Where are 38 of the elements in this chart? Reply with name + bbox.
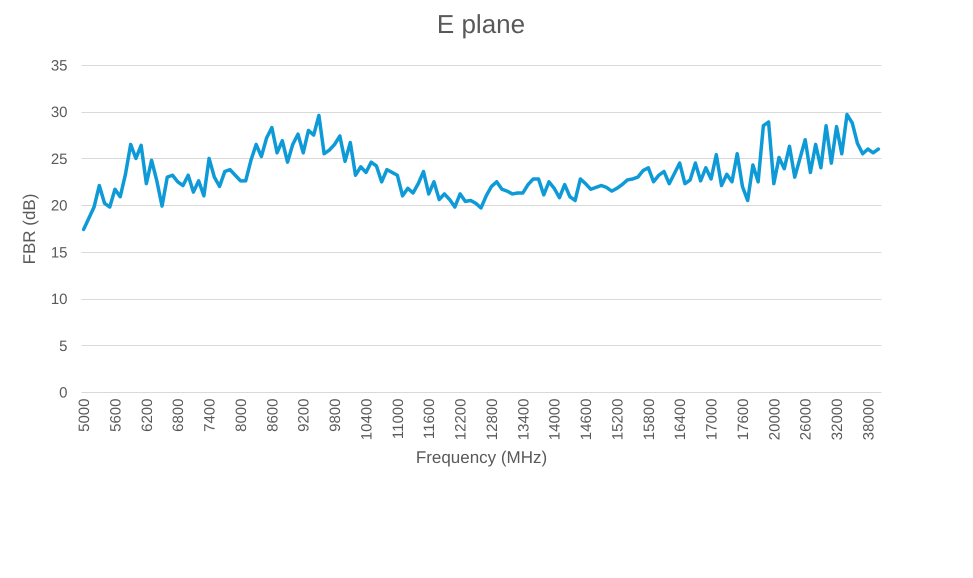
y-tick-label: 20 [50, 198, 68, 215]
x-tick-label: 15200 [609, 398, 626, 440]
y-tick-label: 25 [50, 150, 68, 168]
x-tick-label: 6200 [138, 398, 156, 432]
x-tick-label: 11600 [421, 398, 438, 440]
x-tick-label: 20000 [766, 398, 784, 440]
x-tick-label: 9800 [327, 398, 344, 432]
x-tick-label: 5600 [107, 398, 124, 432]
x-tick-label: 14600 [578, 398, 596, 440]
x-tick-label: 12200 [452, 398, 470, 440]
x-tick-label: 32000 [829, 398, 846, 440]
chart-title: E plane [436, 9, 526, 39]
line-series [82, 112, 880, 232]
x-tick-label: 11000 [390, 398, 407, 440]
y-tick-label: 30 [50, 104, 68, 122]
x-tick-label: 17600 [734, 398, 752, 440]
y-tick-label: 0 [59, 384, 68, 402]
x-tick-label: 12800 [484, 398, 501, 440]
y-tick-label: 5 [59, 338, 68, 355]
x-tick-label: 13400 [515, 398, 532, 440]
y-tick-label: 15 [50, 244, 68, 262]
x-tick-label: 26000 [798, 398, 815, 440]
x-axis-title: Frequency (MHz) [416, 448, 548, 468]
y-axis-title: FBR (dB) [20, 194, 39, 264]
x-tick-label: 6800 [170, 398, 188, 432]
x-tick-label: 17000 [704, 398, 721, 440]
x-tick-label: 8600 [264, 398, 282, 432]
x-tick-label: 5000 [76, 398, 94, 432]
x-tick-label: 38000 [860, 398, 878, 440]
y-tick-label: 10 [50, 291, 68, 308]
x-tick-label: 7400 [202, 398, 219, 432]
x-tick-label: 15800 [640, 398, 658, 440]
x-tick-label: 10400 [358, 398, 376, 440]
x-tick-label: 8000 [232, 398, 250, 432]
x-tick-label: 16400 [672, 398, 690, 440]
y-tick-label: 35 [50, 58, 68, 74]
x-tick-label: 9200 [296, 398, 313, 432]
x-tick-label: 14000 [546, 398, 564, 440]
